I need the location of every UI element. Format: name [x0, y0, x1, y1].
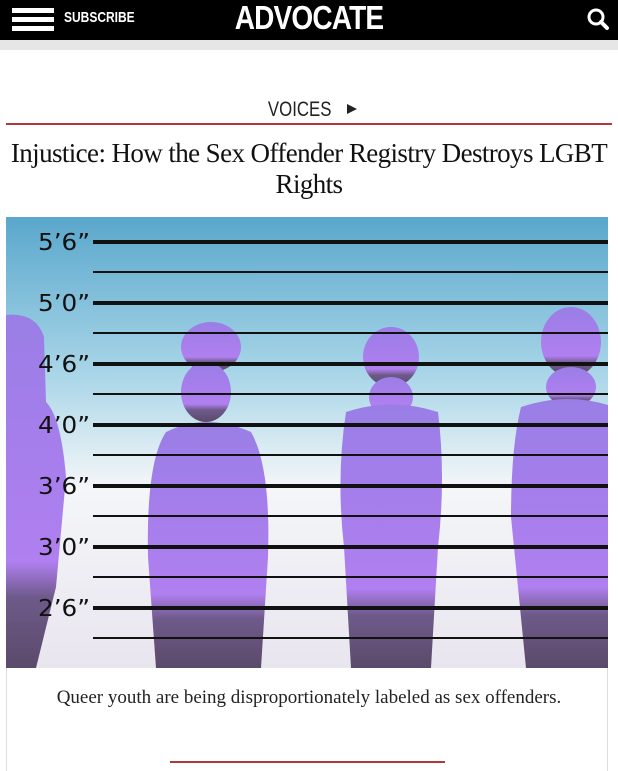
article-image: 5’6” 5’0” 4’6” 4’0” 3’6” 3’0” 2’6”: [6, 217, 608, 668]
height-label: 5’6”: [38, 230, 90, 256]
header-band: [0, 40, 618, 50]
arrow-icon: [346, 104, 357, 114]
headline: Injustice: How the Sex Offender Registry…: [10, 138, 608, 199]
divider: [6, 123, 612, 125]
caption-box: [6, 668, 608, 771]
section-label[interactable]: VOICES: [268, 98, 332, 121]
search-icon[interactable]: [586, 7, 610, 31]
height-label: 4’0”: [38, 413, 90, 439]
header: SUBSCRIBE ADVOCATE: [0, 0, 618, 40]
height-label: 3’0”: [38, 535, 90, 561]
height-label: 5’0”: [38, 291, 90, 317]
menu-icon[interactable]: [12, 26, 54, 31]
height-label: 2’6”: [38, 596, 90, 622]
menu-icon[interactable]: [12, 17, 54, 22]
image-caption: Queer youth are being disproportionately…: [56, 687, 562, 708]
divider: [170, 761, 445, 763]
section-link[interactable]: VOICES: [0, 98, 618, 122]
height-label: 4’6”: [38, 352, 90, 378]
menu-icon[interactable]: [12, 8, 54, 13]
subscribe-link[interactable]: SUBSCRIBE: [64, 9, 135, 26]
logo[interactable]: ADVOCATE: [234, 0, 384, 36]
height-label: 3’6”: [38, 474, 90, 500]
